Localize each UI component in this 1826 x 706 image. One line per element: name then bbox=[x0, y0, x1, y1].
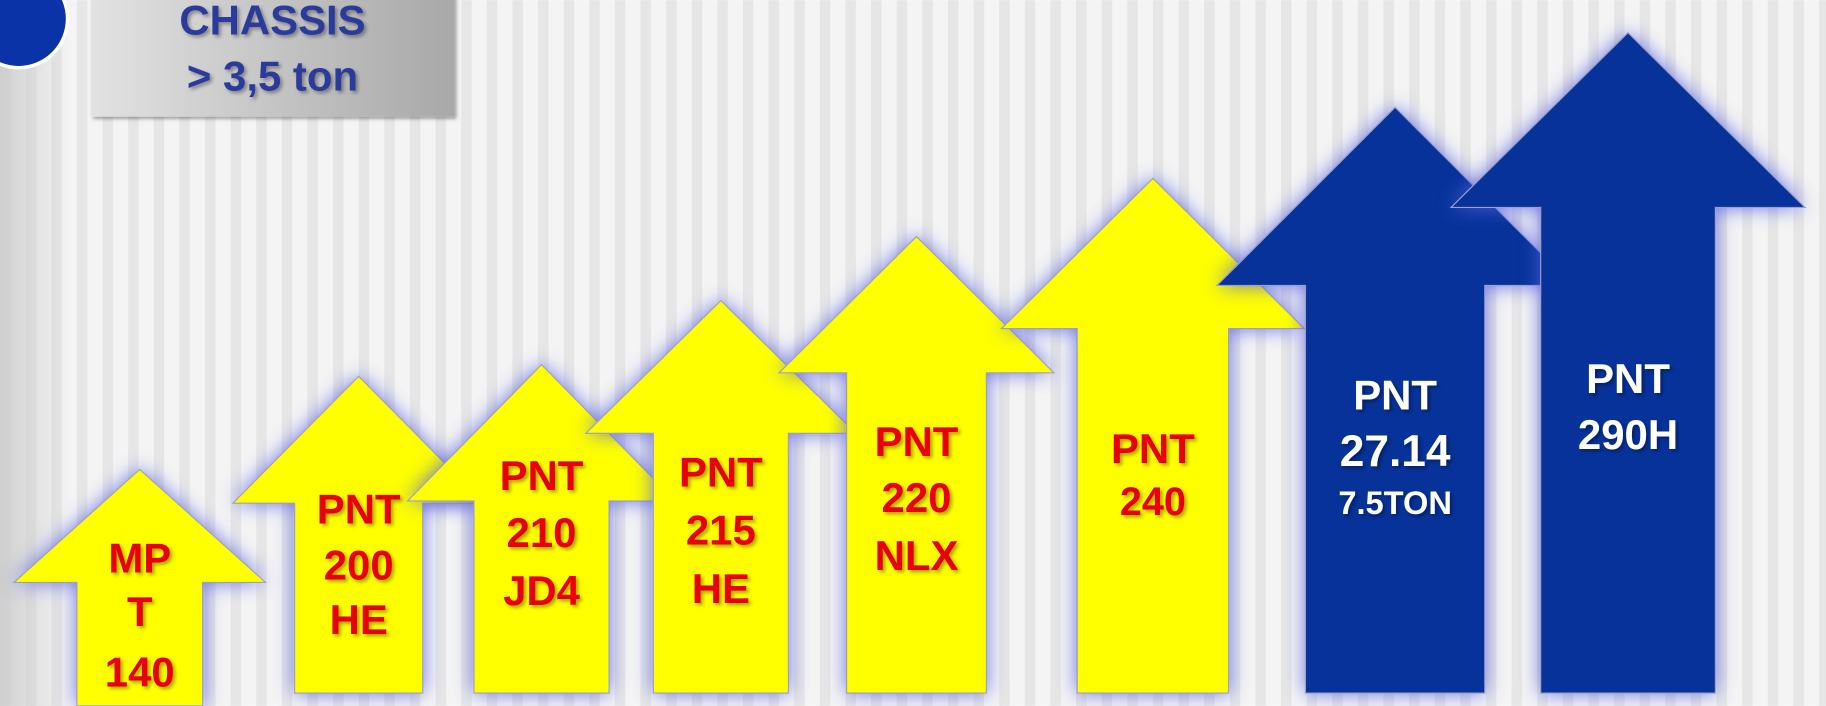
arrow-label: PNT bbox=[500, 452, 584, 499]
arrow-label: PNT bbox=[317, 486, 401, 533]
arrow-label: JD4 bbox=[503, 567, 581, 614]
arrow-label: PNT bbox=[875, 418, 959, 465]
arrow-shape bbox=[1000, 177, 1306, 694]
arrow-label: 140 bbox=[105, 649, 175, 696]
arrow-shape bbox=[1449, 31, 1807, 694]
arrow: MP T 140 bbox=[12, 468, 268, 706]
arrow: PNT 290H bbox=[1449, 31, 1807, 694]
header-box bbox=[90, 0, 455, 117]
arrow-label: HE bbox=[692, 565, 750, 612]
arrow-label: T bbox=[127, 588, 153, 635]
arrow-label: HE bbox=[330, 596, 388, 643]
header-line: > 3,5 ton bbox=[187, 52, 358, 99]
arrow-label: 27.14 bbox=[1340, 427, 1451, 476]
arrow: PNT 210 JD4 bbox=[406, 363, 677, 694]
arrow-shape bbox=[777, 235, 1056, 694]
arrow-label: 200 bbox=[324, 542, 394, 589]
arrow-label: PNT bbox=[1111, 425, 1195, 472]
arrow: PNT 200 HE bbox=[231, 375, 486, 694]
arrow-label: NLX bbox=[875, 532, 959, 579]
arrows: MP T 140 PNT 200 HE PNT 210 JD4 PNT 215 HE PNT 220 NLX… bbox=[12, 31, 1807, 706]
arrow: PNT 27.14 7.5TON bbox=[1215, 106, 1575, 694]
arrow-label: 210 bbox=[507, 509, 577, 556]
arrow: PNT 220 NLX bbox=[777, 235, 1056, 694]
arrow-label: 220 bbox=[882, 474, 952, 521]
arrow: PNT 240 bbox=[1000, 177, 1306, 694]
left-shade bbox=[0, 0, 70, 706]
header: CHASSIS > 3,5 ton bbox=[179, 0, 365, 99]
arrow-label: PNT bbox=[1353, 371, 1437, 418]
arrow-label: PNT bbox=[1586, 355, 1670, 402]
arrow-label: 215 bbox=[686, 507, 756, 554]
arrow: PNT 215 HE bbox=[584, 299, 858, 694]
arrow-shape bbox=[584, 299, 858, 694]
arrow-label: PNT bbox=[679, 448, 763, 495]
header-line: CHASSIS bbox=[179, 0, 365, 44]
arrow-label: 290H bbox=[1578, 411, 1678, 458]
arrow-label: 240 bbox=[1120, 480, 1186, 524]
corner-circle bbox=[0, 0, 70, 70]
arrow-label: 7.5TON bbox=[1338, 484, 1452, 521]
arrow-label: MP bbox=[108, 535, 171, 582]
